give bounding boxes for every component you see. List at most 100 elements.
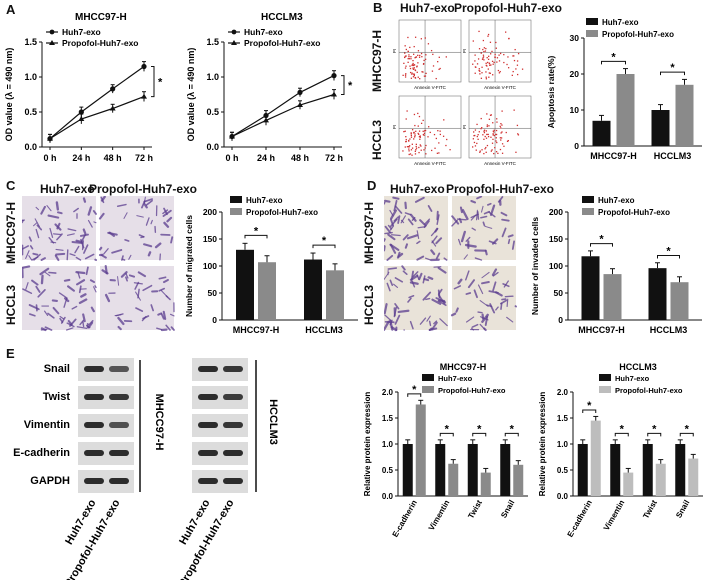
stained-cell <box>55 248 64 251</box>
panel-letter-b: B <box>373 0 383 15</box>
flow-event <box>438 152 440 154</box>
stained-cell <box>419 317 427 325</box>
chart-b-apoptosis: 0 10 20 30 Apoptosis rate(%) * MHCC97-H * HCCLM3… <box>546 18 702 161</box>
stained-cell <box>123 212 128 219</box>
protein-band <box>223 450 243 456</box>
flow-event <box>482 57 484 59</box>
protein-band <box>198 422 218 428</box>
flow-event <box>419 136 421 138</box>
stained-cell <box>506 316 514 323</box>
stained-cell <box>58 292 68 299</box>
stained-cell <box>433 320 438 325</box>
stained-cell <box>47 214 60 219</box>
protein-band <box>109 422 129 428</box>
bar <box>670 282 689 320</box>
stained-cell <box>124 239 130 242</box>
stained-cell <box>29 245 34 250</box>
flow-event <box>496 57 499 59</box>
stained-cell <box>55 252 66 256</box>
flow-event <box>481 66 483 68</box>
flow-event <box>480 52 482 54</box>
flow-x-label: Annexin V-FITC <box>484 161 517 166</box>
x-tick-label: Twist <box>466 498 484 520</box>
flow-event <box>412 64 415 67</box>
stained-cell <box>90 306 95 313</box>
stained-cell <box>387 224 392 230</box>
flow-event <box>481 72 483 74</box>
flow-event <box>418 135 421 138</box>
stained-cell <box>141 315 147 322</box>
flow-event <box>501 152 504 154</box>
stained-cell <box>50 241 57 244</box>
series-line-0 <box>49 66 145 140</box>
flow-event <box>505 131 507 134</box>
stained-cell <box>135 307 144 312</box>
flow-event <box>491 142 494 144</box>
flow-event <box>420 52 423 55</box>
flow-event <box>486 125 488 128</box>
flow-event <box>478 48 481 50</box>
stained-cell <box>120 271 128 278</box>
protein-band <box>198 366 218 372</box>
flow-event <box>409 65 411 67</box>
protein-band <box>84 450 104 456</box>
legend-marker <box>231 29 237 35</box>
flow-event <box>419 54 421 57</box>
y-tick-label: 0 <box>574 141 579 151</box>
stained-cell <box>33 222 38 227</box>
legend-marker <box>231 40 237 45</box>
flow-event <box>485 47 487 50</box>
flow-event <box>483 59 485 61</box>
y-tick-label: 0.5 <box>206 107 219 117</box>
stained-cell <box>480 205 484 213</box>
flow-event <box>420 145 422 147</box>
data-point <box>263 117 269 123</box>
flow-event <box>507 56 509 58</box>
stained-cell <box>138 234 145 238</box>
flow-event <box>420 149 422 151</box>
stained-cell <box>400 215 406 224</box>
flow-event <box>511 74 513 77</box>
stained-cell <box>384 303 388 315</box>
stained-cell <box>387 233 396 241</box>
significance-bracket <box>582 409 597 413</box>
flow-y-label: PI <box>462 49 467 53</box>
stained-cell <box>389 243 400 251</box>
flow-event <box>417 112 419 115</box>
stained-cell <box>384 271 390 280</box>
significance-bracket <box>472 432 487 437</box>
data-point <box>109 105 116 111</box>
flow-event <box>405 65 407 67</box>
micrograph <box>100 266 174 330</box>
stained-cell <box>423 220 430 229</box>
stained-cell <box>435 237 443 245</box>
x-tick-label: 24 h <box>257 153 275 163</box>
flow-event <box>492 74 494 76</box>
flow-event <box>517 52 520 55</box>
flow-event <box>416 71 418 73</box>
flow-event <box>417 76 419 78</box>
micrograph <box>100 196 174 260</box>
flow-event <box>486 144 489 147</box>
x-tick-label: 48 h <box>104 153 122 163</box>
flow-event <box>500 127 502 129</box>
significance-bracket <box>439 432 454 437</box>
stained-cell <box>71 240 83 244</box>
flow-event <box>422 71 424 73</box>
flow-event <box>484 148 486 150</box>
flow-event <box>439 130 441 132</box>
flow-event <box>480 77 483 79</box>
y-axis-label: Number of migrated cells <box>184 215 194 317</box>
stained-cell <box>481 280 490 285</box>
stained-cell <box>121 255 124 261</box>
flow-event <box>478 69 480 72</box>
flow-event <box>489 64 491 66</box>
blot-strip <box>78 358 134 381</box>
flow-event <box>506 140 509 143</box>
panel-letter-c: C <box>6 178 16 193</box>
flow-event <box>417 50 420 52</box>
stained-cell <box>52 306 60 315</box>
stained-cell <box>48 271 57 274</box>
flow-event <box>472 138 475 140</box>
y-tick-label: 1.0 <box>382 440 394 449</box>
